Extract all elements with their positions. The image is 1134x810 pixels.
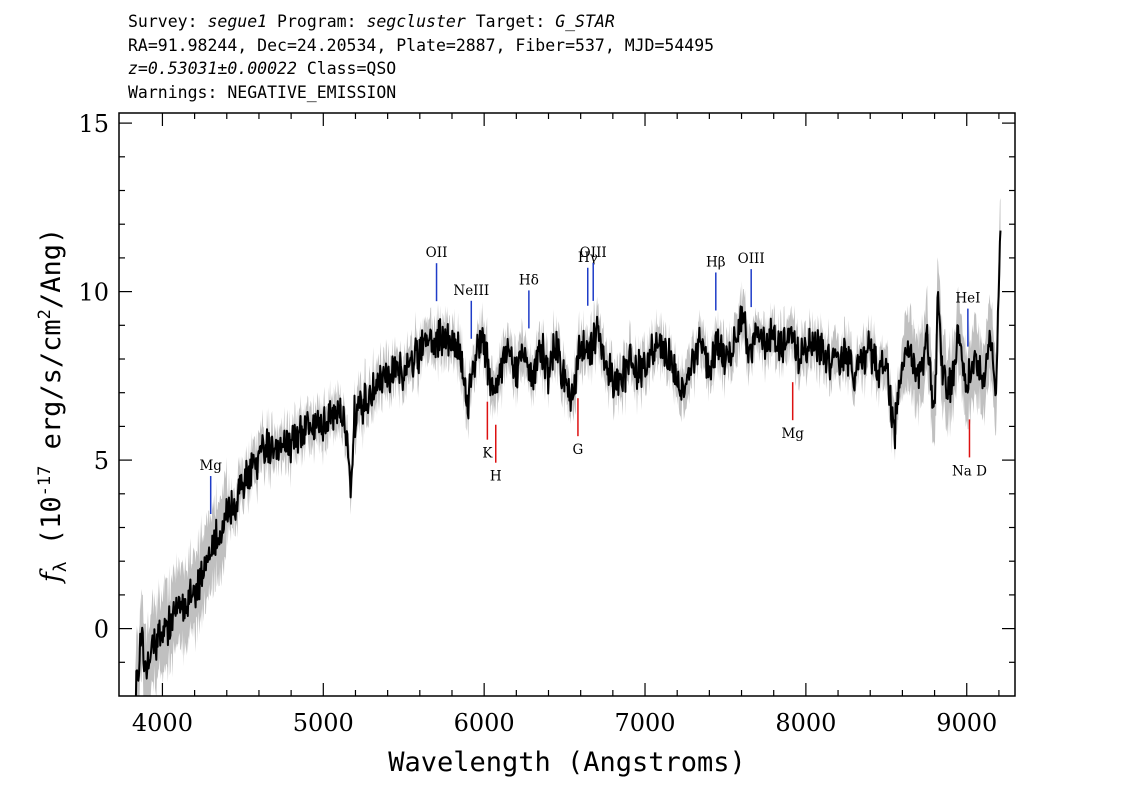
emission-line-label: Hβ — [706, 254, 726, 270]
header-line-survey: Survey: segue1 Program: segcluster Targe… — [128, 10, 714, 34]
emission-line-label: OII — [426, 245, 448, 261]
emission-line-label: HeI — [955, 291, 980, 307]
x-tick-label: 7000 — [614, 709, 675, 737]
plot-frame — [118, 112, 1016, 697]
y-axis-title: fλ (10-17 erg/s/cm2/Ang) — [35, 228, 71, 584]
flux-line — [134, 230, 1002, 696]
y-tick-label: 15 — [78, 110, 109, 138]
survey-label: Survey: — [128, 12, 208, 31]
x-tick-label: 9000 — [936, 709, 997, 737]
spectrum-header: Survey: segue1 Program: segcluster Targe… — [128, 10, 714, 104]
class-value: Class=QSO — [296, 59, 397, 78]
emission-line-label: OIII — [738, 251, 765, 267]
program-value: segcluster — [366, 12, 466, 31]
error-band — [135, 198, 1001, 696]
survey-value: segue1 — [207, 12, 268, 31]
target-value: G_STAR — [555, 12, 615, 31]
program-label: Program: — [267, 12, 367, 31]
axis-ticks — [119, 113, 1015, 696]
absorption-line-label: Mg — [781, 426, 804, 442]
emission-line-label: Hγ — [578, 250, 598, 266]
emission-line-label: OIII — [580, 245, 607, 261]
target-label: Target: — [465, 12, 556, 31]
x-axis-title: Wavelength (Angstroms) — [388, 747, 746, 778]
absorption-line-label: H — [490, 469, 502, 485]
y-tick-label: 10 — [78, 279, 109, 307]
x-tick-label: 4000 — [132, 709, 193, 737]
flux-series — [134, 230, 1002, 696]
tick-labels: 4000 5000 6000 7000 8000 9000 0 5 10 15 — [78, 110, 997, 737]
x-tick-label: 6000 — [454, 709, 515, 737]
absorption-line-label: Na D — [952, 463, 987, 479]
emission-line-label: Hδ — [519, 272, 539, 288]
redshift-value: z=0.53031±0.00022 — [128, 59, 297, 78]
error-band-area — [135, 198, 1001, 696]
emission-line-label: NeIII — [453, 283, 489, 299]
header-line-warnings: Warnings: NEGATIVE_EMISSION — [128, 82, 397, 102]
header-line-redshift: z=0.53031±0.00022 Class=QSO — [128, 57, 714, 81]
absorption-line-label: K — [482, 446, 493, 462]
x-tick-label: 8000 — [775, 709, 836, 737]
y-tick-label: 5 — [94, 447, 109, 475]
y-tick-label: 0 — [94, 616, 109, 644]
x-tick-label: 5000 — [293, 709, 354, 737]
absorption-line-label: G — [573, 442, 584, 458]
header-line-coordinates: RA=91.98244, Dec=24.20534, Plate=2887, F… — [128, 35, 715, 55]
emission-line-label: Mg — [199, 458, 222, 474]
